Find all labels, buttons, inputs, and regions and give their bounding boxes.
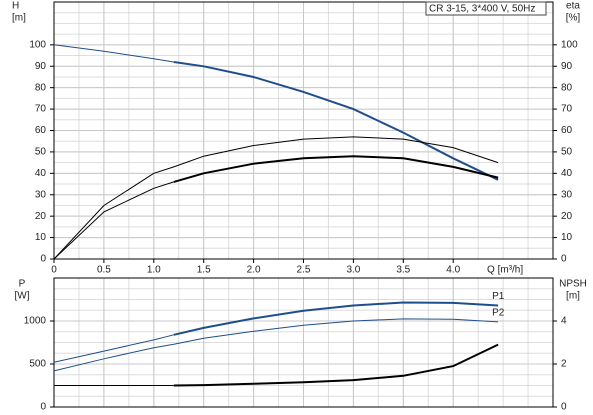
y2-tick-label: 80	[561, 82, 573, 93]
series-label: P1	[492, 291, 505, 302]
x-tick-label: 0.5	[97, 265, 111, 276]
x-tick-label: 3.0	[346, 265, 360, 276]
y-axis-label: H	[12, 1, 19, 12]
y2-tick-label: 2	[561, 359, 567, 370]
legend: CR 3-15, 3*400 V, 50Hz	[425, 1, 547, 16]
x-tick-label: 2.0	[247, 265, 261, 276]
series-line	[53, 136, 499, 260]
plot-frame	[53, 1, 554, 260]
legend-text: CR 3-15, 3*400 V, 50Hz	[429, 4, 535, 15]
y2-tick-label: 90	[561, 61, 573, 72]
y2-tick-label: 40	[561, 168, 573, 179]
y2-tick-label: 0	[561, 402, 567, 413]
y2-tick-label: 0	[561, 254, 567, 265]
x-tick-label: 1.0	[147, 265, 161, 276]
legend-box	[425, 1, 547, 16]
x-tick-label: 3.5	[396, 265, 410, 276]
y2-tick-label: 50	[561, 147, 573, 158]
y-tick-label: 50	[35, 147, 47, 158]
y-tick-label: 20	[35, 211, 47, 222]
series-line	[53, 318, 499, 372]
series-line	[173, 343, 499, 387]
series-line	[173, 155, 499, 183]
y-tick-label: 0	[40, 402, 46, 413]
y-tick-label: 80	[35, 82, 47, 93]
y-tick-label: 10	[35, 232, 47, 243]
y-axis-label: [W]	[15, 291, 30, 302]
y-tick-label: 30	[35, 189, 47, 200]
series-line	[53, 44, 174, 63]
series-line	[53, 334, 174, 363]
y2-tick-label: 4	[561, 316, 567, 327]
y2-tick-label: 70	[561, 104, 573, 115]
series-label: P2	[492, 308, 505, 319]
y-tick-label: 90	[35, 61, 47, 72]
y2-axis-label: eta	[566, 1, 580, 12]
y-tick-label: 60	[35, 125, 47, 136]
y-axis-label: [m]	[12, 13, 26, 24]
series-line	[173, 301, 499, 336]
series-line	[53, 181, 174, 260]
y2-tick-label: 20	[561, 211, 573, 222]
y2-tick-label: 10	[561, 232, 573, 243]
y-tick-label: 1000	[24, 316, 47, 327]
y2-tick-label: 100	[561, 39, 578, 50]
x-tick-label: 4.0	[446, 265, 460, 276]
y-tick-label: 0	[40, 254, 46, 265]
plot-frame	[53, 277, 554, 408]
y2-axis-label: [%]	[566, 13, 581, 24]
y2-axis-label: [m]	[566, 291, 580, 302]
y2-tick-label: 30	[561, 189, 573, 200]
x-tick-label: 0	[51, 265, 57, 276]
x-axis-label: Q [m³/h]	[487, 265, 523, 276]
y-tick-label: 100	[29, 39, 46, 50]
y2-tick-label: 60	[561, 125, 573, 136]
y2-axis-label: NPSH	[559, 279, 587, 290]
series-line	[173, 61, 499, 181]
x-tick-label: 2.5	[297, 265, 311, 276]
y-axis-label: P	[19, 279, 26, 290]
y-tick-label: 40	[35, 168, 47, 179]
y-tick-label: 500	[29, 359, 46, 370]
x-tick-label: 1.5	[197, 265, 211, 276]
y-tick-label: 70	[35, 104, 47, 115]
